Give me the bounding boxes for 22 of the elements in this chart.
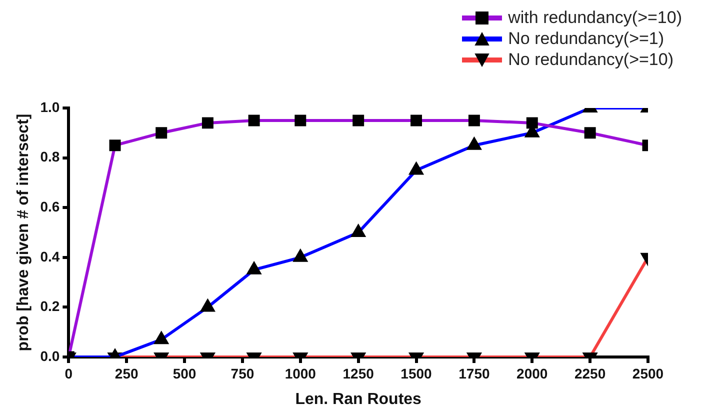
x-tick-label: 2500 (632, 365, 664, 382)
x-tick-label: 1250 (342, 365, 374, 382)
x-tick-label: 0 (64, 365, 73, 382)
y-tick-label: 1.0 (40, 98, 60, 115)
x-axis-title: Len. Ran Routes (295, 390, 422, 408)
y-tick-label: 0.6 (40, 198, 60, 214)
y-tick-label: 0.8 (40, 148, 60, 165)
legend-label: No redundancy(>=1) (508, 29, 664, 49)
y-axis-title: prob [have given # of intersect] (15, 114, 32, 352)
x-tick-label: 500 (172, 365, 196, 382)
x-tick-label: 250 (114, 365, 138, 382)
y-tick-label: 0.0 (40, 348, 60, 364)
x-tick-label: 1500 (400, 365, 432, 382)
x-tick-label: 1000 (284, 365, 316, 382)
x-tick-label: 1750 (458, 365, 490, 382)
y-tick-label: 0.4 (40, 248, 60, 264)
x-tick-label: 2000 (516, 365, 548, 382)
legend-label: No redundancy(>=10) (508, 50, 674, 70)
x-tick-label: 2250 (574, 365, 606, 382)
y-tick-label: 0.2 (40, 298, 60, 314)
x-tick-label: 750 (230, 365, 254, 382)
legend-label: with redundancy(>=10) (508, 8, 682, 28)
